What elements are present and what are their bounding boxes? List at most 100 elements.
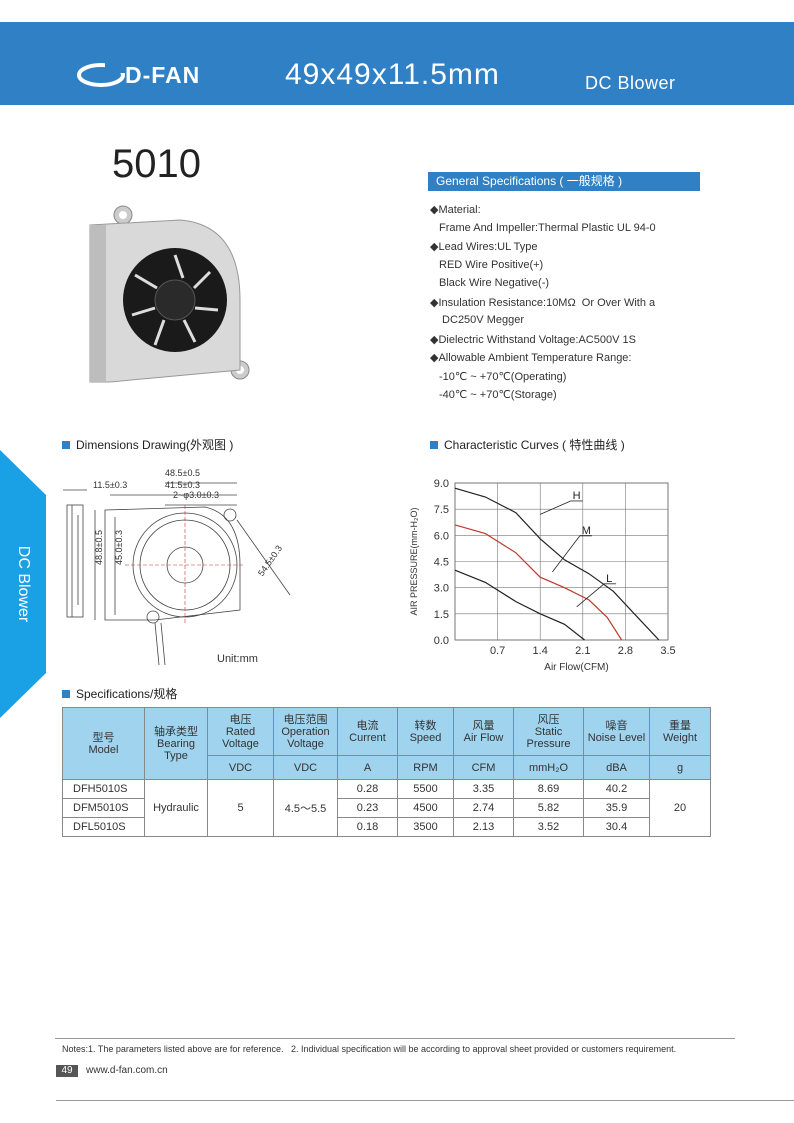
header-row: 型号 Model 轴承类型 Bearing Type 电压 Rated Voltage 电压范围… bbox=[62, 707, 711, 780]
noise-cell-text: 40.2 bbox=[605, 783, 628, 795]
model-cell: DFL5010S bbox=[62, 817, 145, 837]
website: www.d-fan.com.cn bbox=[86, 1065, 168, 1076]
header-text: 风量 bbox=[472, 719, 495, 732]
current-cell: 0.23 bbox=[337, 798, 398, 818]
specs-heading: Specifications/规格 bbox=[62, 685, 177, 702]
rated-voltage-cell: 5 bbox=[207, 779, 274, 837]
unit-cell-text: VDC bbox=[228, 761, 253, 774]
logo-mark bbox=[77, 63, 125, 87]
y-tick-label: 0.0 bbox=[434, 635, 449, 647]
unit-cell-text: RPM bbox=[413, 761, 438, 774]
header-text: 轴承类型 bbox=[154, 725, 198, 738]
unit-cell-text: VDC bbox=[293, 761, 318, 774]
unit-cell: mmH₂O bbox=[513, 755, 584, 780]
curves-title: Characteristic Curves ( 特性曲线 ) bbox=[444, 438, 625, 452]
spec-line: ◆Allowable Ambient Temperature Range: bbox=[430, 352, 632, 364]
air-flow-cell: 2.13 bbox=[453, 817, 514, 837]
unit-cell: A bbox=[337, 755, 398, 780]
spec-line: -10℃ ~ +70℃(Operating) bbox=[439, 370, 567, 383]
curves-heading: Characteristic Curves ( 特性曲线 ) bbox=[430, 436, 625, 453]
header-text: Bearing bbox=[157, 737, 195, 750]
data-row: DFL5010S 0.18 3500 2.13 3.52 30.4 bbox=[62, 817, 711, 837]
logo-text: D-FAN bbox=[125, 62, 201, 88]
dimensions-drawing bbox=[63, 482, 291, 666]
unit-cell-text: mmH₂O bbox=[528, 761, 569, 774]
air-flow-cell: 3.35 bbox=[453, 779, 514, 799]
unit-cell: dBA bbox=[583, 755, 650, 780]
spec-line: Black Wire Negative(-) bbox=[439, 277, 550, 289]
header-text: 重量 bbox=[669, 719, 691, 732]
air-flow-cell-text: 2.13 bbox=[472, 821, 495, 833]
general-specs-title: General Specifications ( 一般规格 ) bbox=[428, 172, 700, 191]
dimension-label: 45.0±0.3 bbox=[114, 530, 124, 565]
noise-cell: 40.2 bbox=[583, 779, 650, 799]
footer-rule bbox=[56, 1100, 794, 1101]
y-tick-label: 3.0 bbox=[434, 583, 449, 595]
x-axis-label: Air Flow(CFM) bbox=[544, 662, 608, 673]
side-tab bbox=[0, 450, 46, 718]
current-cell: 0.28 bbox=[337, 779, 398, 799]
header-text: Current bbox=[349, 731, 386, 744]
model-number: 5010 bbox=[112, 142, 201, 186]
dimension-label: 11.5±0.3 bbox=[93, 480, 128, 490]
dimension-label: 2~φ3.0±0.3 bbox=[173, 490, 220, 500]
curve-label: H bbox=[573, 490, 581, 502]
header-text: 电流 bbox=[356, 719, 379, 732]
header-text: Air Flow bbox=[463, 731, 504, 744]
noise-cell: 35.9 bbox=[583, 798, 650, 818]
header-text: 电压范围 bbox=[283, 713, 328, 726]
unit-cell-text: dBA bbox=[606, 761, 627, 774]
unit-cell: CFM bbox=[453, 755, 514, 780]
model-cell: DFM5010S bbox=[62, 798, 145, 818]
side-tab-text: DC Blower bbox=[15, 545, 32, 623]
header-cell: 型号 Model bbox=[62, 707, 145, 780]
speed-cell: 4500 bbox=[397, 798, 454, 818]
model-cell-text: DFM5010S bbox=[73, 802, 129, 814]
page-number: 49 bbox=[56, 1065, 78, 1077]
header-text: 型号 bbox=[92, 731, 115, 744]
header-cell: 轴承类型 Bearing Type bbox=[144, 707, 208, 780]
pressure-cell-text: 3.52 bbox=[537, 821, 560, 833]
curve bbox=[454, 569, 585, 641]
pressure-cell-text: 8.69 bbox=[537, 783, 560, 795]
unit-cell: VDC bbox=[273, 755, 338, 780]
dimension-label: 48.8±0.5 bbox=[94, 530, 104, 565]
bearing-cell: Hydraulic bbox=[144, 779, 208, 837]
model-cell-text: DFL5010S bbox=[73, 821, 126, 833]
curve-leader bbox=[576, 583, 605, 608]
header-cell: 电压 Rated Voltage bbox=[207, 707, 274, 756]
y-tick-label: 1.5 bbox=[434, 609, 449, 621]
notes: Notes:1. The parameters listed above are… bbox=[62, 1044, 677, 1054]
unit-cell-text: CFM bbox=[471, 761, 496, 774]
header-text: 电压 bbox=[229, 713, 252, 726]
spec-line: ◆Material: bbox=[430, 204, 481, 216]
x-tick-label: 2.8 bbox=[618, 645, 633, 657]
spec-line: DC250V Megger bbox=[439, 314, 524, 326]
x-tick-label: 1.4 bbox=[533, 645, 548, 657]
current-cell-text: 0.23 bbox=[356, 802, 379, 814]
y-tick-label: 9.0 bbox=[434, 478, 449, 490]
model-cell: DFH5010S bbox=[62, 779, 145, 799]
dimension-label: 41.5±0.3 bbox=[165, 480, 200, 490]
header-cell: 重量 Weight bbox=[649, 707, 711, 756]
unit-label: Unit:mm bbox=[217, 653, 258, 665]
speed-cell: 5500 bbox=[397, 779, 454, 799]
rule bbox=[55, 1038, 735, 1039]
y-axis-label: AIR PRESSURE(mm-H₂O) bbox=[409, 508, 419, 616]
current-cell-text: 0.28 bbox=[356, 783, 379, 795]
curve-label: M bbox=[582, 525, 591, 537]
header-text: 转数 bbox=[414, 719, 437, 732]
y-tick-label: 7.5 bbox=[434, 504, 449, 516]
operation-voltage-cell: 4.5～5.5 bbox=[273, 779, 338, 837]
header-text: Pressure bbox=[526, 737, 571, 750]
spec-line: RED Wire Positive(+) bbox=[439, 258, 544, 271]
header-text: Speed bbox=[409, 731, 442, 744]
product-size: 49x49x11.5mm bbox=[285, 58, 500, 91]
header-text: Type bbox=[164, 749, 188, 762]
data-row: DFM5010S 0.23 4500 2.74 5.82 35.9 bbox=[62, 798, 711, 818]
header-cell: 风压 Static Pressure bbox=[513, 707, 584, 756]
x-tick-label: 3.5 bbox=[660, 645, 675, 657]
unit-cell: VDC bbox=[207, 755, 274, 780]
current-cell: 0.18 bbox=[337, 817, 398, 837]
